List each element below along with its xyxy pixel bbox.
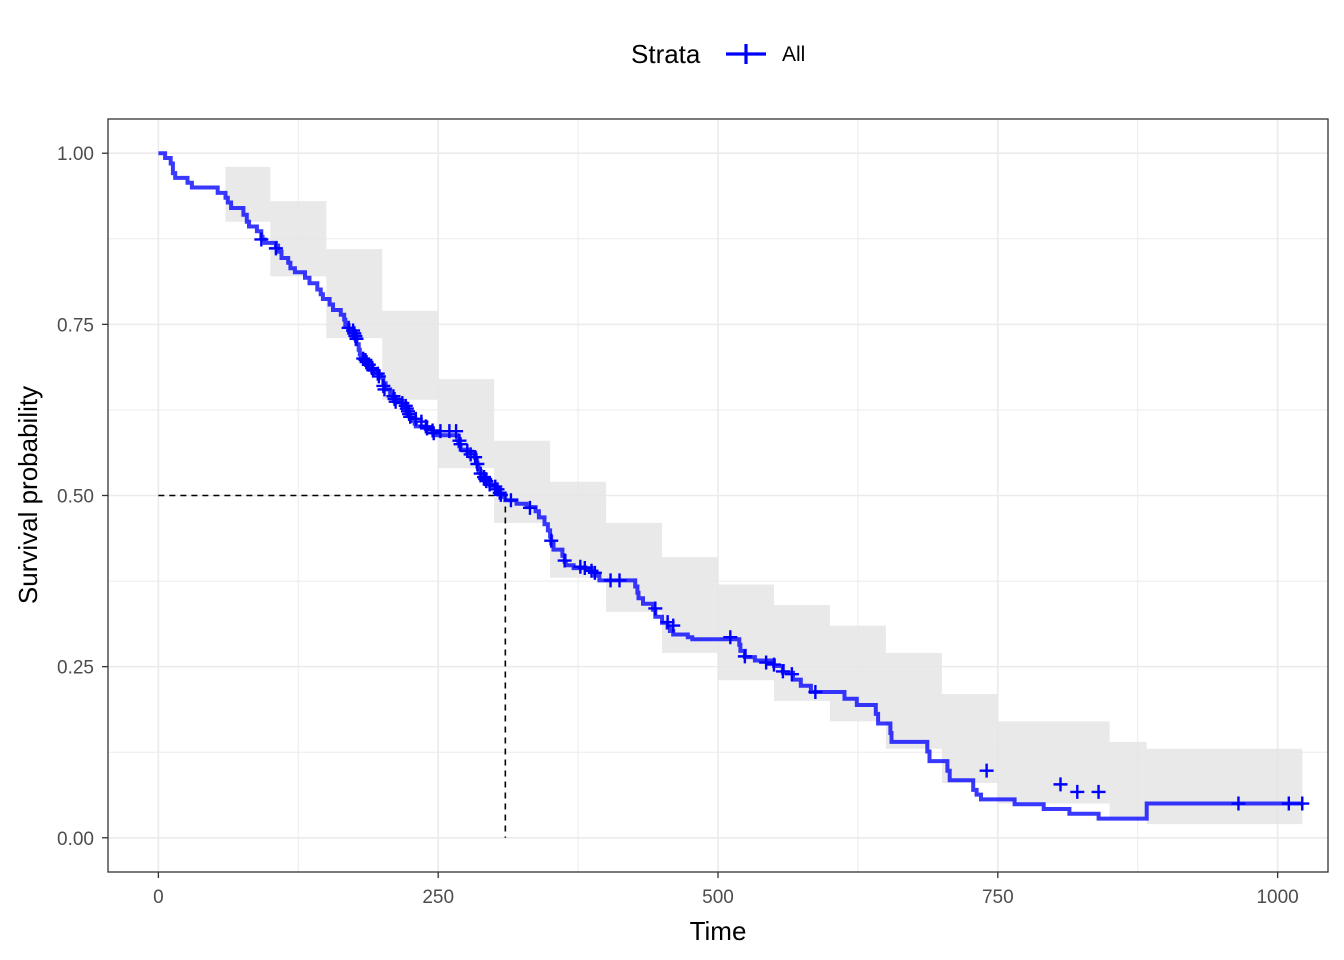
censor-mark (470, 457, 485, 472)
censor-mark (371, 369, 386, 384)
censor-mark (1231, 796, 1246, 811)
censor-mark (460, 444, 475, 459)
censor-marks (254, 232, 1310, 811)
censor-mark (612, 573, 627, 588)
censor-mark (268, 241, 283, 256)
legend-entry-all: All (782, 43, 805, 66)
censor-mark (979, 763, 994, 778)
censor-mark (784, 667, 799, 682)
censor-mark (1091, 784, 1106, 799)
censor-mark (468, 450, 483, 465)
y-tick-label: 1.00 (57, 144, 94, 165)
y-tick-label: 0.75 (57, 315, 94, 336)
censor-mark (479, 474, 494, 489)
censor-mark (1281, 796, 1296, 811)
censor-mark (587, 565, 602, 580)
censor-mark (349, 331, 364, 346)
x-tick-label: 0 (153, 887, 164, 908)
censor-mark (1295, 796, 1310, 811)
censor-mark (557, 553, 572, 568)
confidence-band (158, 153, 1303, 825)
censor-mark (584, 563, 599, 578)
x-tick-label: 500 (702, 887, 734, 908)
censor-mark (1053, 777, 1068, 792)
censor-mark (766, 657, 781, 672)
censor-mark (522, 500, 537, 515)
censor-mark (577, 561, 592, 576)
legend: Strata All (631, 39, 805, 69)
censor-mark (449, 424, 464, 439)
x-tick-label: 250 (422, 887, 454, 908)
censor-mark (666, 618, 681, 633)
x-tick-label: 1000 (1256, 887, 1298, 908)
x-tick-label: 750 (982, 887, 1014, 908)
censor-mark (723, 630, 738, 645)
censor-mark (759, 655, 774, 670)
censor-mark (388, 394, 403, 409)
censor-mark (453, 437, 468, 452)
censor-mark (377, 382, 392, 397)
censor-mark (544, 533, 559, 548)
y-tick-label: 0.50 (57, 487, 94, 508)
y-tick-label: 0.25 (57, 658, 94, 679)
plot-area (107, 118, 1329, 873)
y-axis-title: Survival probability (13, 386, 43, 604)
censor-mark (808, 684, 823, 699)
censor-mark (737, 649, 752, 664)
legend-title: Strata (631, 39, 701, 69)
censor-mark (254, 232, 269, 247)
censor-mark (503, 493, 518, 508)
censor-mark (1070, 784, 1085, 799)
x-axis-title: Time (690, 916, 747, 946)
censor-mark (426, 426, 441, 441)
censor-mark (648, 601, 663, 616)
y-axis: 0.00 0.25 0.50 0.75 1.00 (57, 144, 108, 850)
y-tick-label: 0.00 (57, 829, 94, 850)
censor-mark (775, 664, 790, 679)
x-axis: 0 250 500 750 1000 (153, 872, 1299, 908)
censor-mark (493, 487, 508, 502)
median-reference-lines (158, 494, 507, 838)
